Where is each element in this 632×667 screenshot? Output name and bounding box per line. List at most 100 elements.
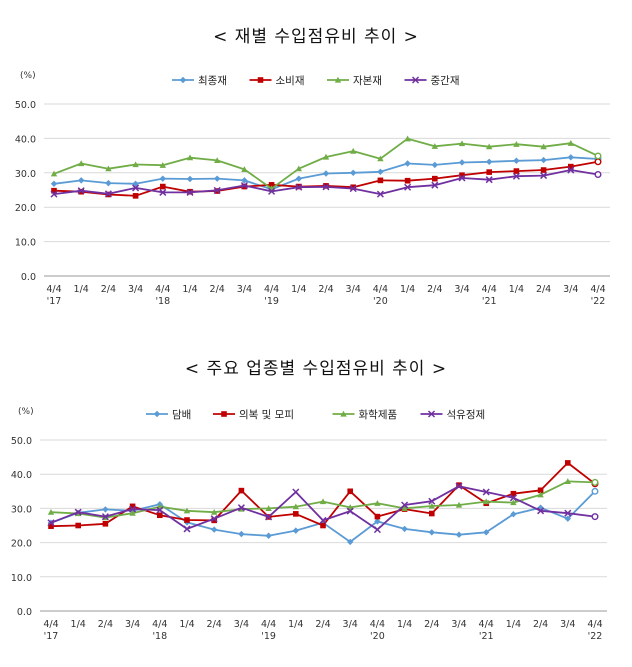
point-2-2-17 <box>510 499 517 506</box>
x-tick-label-1-6: 2/4 <box>210 284 225 295</box>
point-2-2-19 <box>564 478 571 484</box>
point-1-1-0 <box>51 187 57 194</box>
point-2-3-15 <box>455 482 463 490</box>
x-tick-label-1-9: 1/4 <box>291 284 306 295</box>
x-tick-label-1-0: 4/4'17 <box>46 284 61 307</box>
legend-marker-1-1 <box>257 77 264 83</box>
point-1-3-19 <box>567 166 575 174</box>
point-2-3-18 <box>537 507 545 515</box>
point-2-3-4 <box>156 506 164 514</box>
legend-item-2-1: 의복 및 모피 <box>213 409 294 421</box>
x-tick-label-1-19: 3/4 <box>563 284 578 295</box>
legend-label-1-2: 자본재 <box>353 75 382 87</box>
x-tick-label-2-3: 3/4 <box>125 619 140 630</box>
point-2-3-7 <box>237 504 245 512</box>
legend-marker-1-2 <box>334 76 342 83</box>
x-tick-label-2-11: 3/4 <box>343 619 358 630</box>
point-1-3-1 <box>77 187 85 195</box>
x-tick-label-2-19: 3/4 <box>560 619 575 630</box>
point-1-0-16 <box>486 158 493 165</box>
point-2-3-10 <box>319 516 327 524</box>
point-1-3-7 <box>240 181 248 190</box>
point-2-1-3 <box>129 503 136 510</box>
point-1-2-4 <box>159 162 166 168</box>
point-1-0-2 <box>105 179 112 187</box>
point-2-1-19 <box>565 460 571 466</box>
x-tick-label-1-20: 4/4'22 <box>590 284 605 307</box>
x-tick-label-2-8: 4/4'19 <box>261 619 276 642</box>
point-2-2-20 <box>591 478 599 486</box>
point-1-0-18 <box>540 156 547 164</box>
point-2-0-7 <box>238 530 245 538</box>
point-2-0-18 <box>537 504 544 511</box>
point-1-3-17 <box>512 172 520 180</box>
point-1-0-4 <box>159 175 166 182</box>
y-tick-label-2-2: 20.0 <box>11 539 32 550</box>
point-2-2-15 <box>455 501 463 508</box>
point-2-0-15 <box>455 531 463 538</box>
point-2-0-20 <box>591 487 599 495</box>
legend-item-1-1: 소비재 <box>249 75 304 87</box>
point-2-3-19 <box>564 509 572 517</box>
point-1-3-11 <box>349 185 357 193</box>
point-1-1-15 <box>459 172 465 179</box>
point-1-0-9 <box>295 175 302 182</box>
x-tick-label-2-5: 1/4 <box>179 619 194 630</box>
x-tick-label-1-4: 4/4'18 <box>155 284 170 307</box>
point-1-0-15 <box>458 159 466 166</box>
point-1-0-0 <box>50 180 58 188</box>
point-1-2-14 <box>431 143 438 149</box>
point-2-0-9 <box>292 527 299 534</box>
point-2-2-14 <box>428 502 435 509</box>
point-1-0-5 <box>186 175 194 183</box>
point-2-3-20 <box>591 513 599 521</box>
unit-label-1: (%) <box>20 71 36 81</box>
series-2-3 <box>47 482 599 534</box>
legend-label-2-1: 의복 및 모피 <box>239 409 294 421</box>
x-tick-label-2-6: 2/4 <box>207 619 222 630</box>
point-1-3-14 <box>431 181 439 189</box>
point-2-1-17 <box>510 490 517 497</box>
point-1-3-8 <box>268 187 276 195</box>
x-tick-label-1-12: 4/4'20 <box>373 284 388 307</box>
point-1-0-13 <box>404 160 411 167</box>
legend-item-2-2: 화학제품 <box>332 409 397 421</box>
point-1-3-12 <box>376 190 384 198</box>
legend-marker-2-1 <box>221 411 227 417</box>
point-1-2-9 <box>295 165 302 172</box>
point-1-2-3 <box>132 161 139 168</box>
point-2-1-18 <box>537 487 544 494</box>
point-2-1-7 <box>238 487 245 494</box>
x-tick-label-1-3: 3/4 <box>128 284 143 295</box>
point-2-2-16 <box>483 498 490 505</box>
point-2-3-14 <box>428 497 436 505</box>
x-tick-label-2-12: 4/4'20 <box>370 619 385 642</box>
x-tick-label-2-7: 3/4 <box>234 619 249 630</box>
point-1-3-15 <box>458 174 466 182</box>
series-2-0 <box>47 487 599 546</box>
x-tick-label-2-1: 1/4 <box>71 619 86 630</box>
point-1-1-3 <box>132 193 139 199</box>
point-2-0-19 <box>564 515 571 522</box>
x-tick-label-2-18: 2/4 <box>533 619 548 630</box>
point-2-3-9 <box>292 488 300 496</box>
point-2-3-6 <box>210 515 218 523</box>
legend-label-1-0: 최종재 <box>198 75 227 87</box>
point-1-0-19 <box>567 154 574 161</box>
point-1-1-14 <box>432 175 438 182</box>
x-tick-label-2-2: 2/4 <box>98 619 113 630</box>
chart-title-1: < 재별 수입점유비 추이 > <box>213 27 419 47</box>
legend-label-2-0: 담배 <box>172 409 191 421</box>
x-tick-label-1-16: 4/4'21 <box>482 284 497 307</box>
point-2-2-3 <box>129 509 136 516</box>
point-1-3-16 <box>485 176 493 184</box>
point-2-0-2 <box>102 506 109 513</box>
legend-marker-2-3 <box>427 410 436 418</box>
y-tick-label-1-2: 20.0 <box>15 203 36 214</box>
unit-label-2: (%) <box>18 407 34 417</box>
legend-item-2-3: 석유정제 <box>420 409 485 421</box>
point-1-3-0 <box>50 190 58 198</box>
point-2-1-2 <box>102 520 109 527</box>
point-1-2-13 <box>404 135 411 142</box>
point-2-2-18 <box>537 491 544 498</box>
